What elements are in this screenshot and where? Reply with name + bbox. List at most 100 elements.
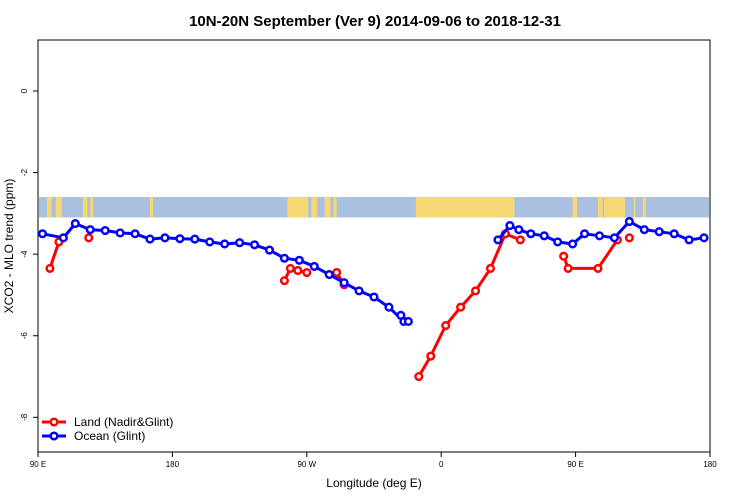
data-point	[485, 263, 496, 273]
data-point	[563, 263, 573, 273]
data-point	[514, 225, 524, 235]
chart-title: 10N-20N September (Ver 9) 2014-09-06 to …	[189, 13, 561, 30]
data-point	[354, 286, 364, 296]
legend-label: Ocean (Glint)	[74, 429, 145, 443]
data-point	[699, 233, 709, 243]
legend-marker	[49, 417, 59, 427]
data-point	[515, 235, 525, 245]
data-point	[654, 227, 664, 237]
legend-marker	[49, 431, 59, 441]
data-point	[414, 371, 424, 382]
data-point	[309, 261, 319, 271]
series-line	[562, 239, 619, 270]
y-axis: 0 -2 -4 -6 -8	[20, 88, 38, 421]
data-point	[302, 267, 312, 278]
data-point	[220, 239, 230, 249]
y-tick-label: -2	[20, 168, 29, 176]
data-point	[493, 235, 503, 245]
data-point	[160, 233, 170, 243]
data-point	[669, 229, 679, 239]
map-land-segment	[287, 197, 309, 218]
data-point	[293, 265, 303, 276]
map-land-segment	[90, 197, 94, 218]
map-land-segment	[642, 197, 646, 218]
series-line	[48, 241, 61, 269]
data-point	[285, 263, 295, 273]
map-land-segment	[311, 197, 318, 218]
data-point	[45, 263, 55, 273]
data-point	[249, 240, 260, 250]
data-point	[205, 237, 215, 247]
data-point	[85, 225, 95, 235]
data-point	[279, 276, 289, 286]
data-point	[593, 263, 603, 273]
data-point	[384, 302, 394, 312]
data-point	[37, 229, 48, 239]
plot-frame	[37, 39, 711, 453]
data-point	[526, 229, 536, 239]
data-point	[624, 216, 634, 227]
map-land-segment	[82, 197, 88, 218]
map-land-segment	[603, 197, 625, 218]
data-point	[264, 245, 275, 255]
data-point	[505, 221, 515, 231]
data-point	[235, 238, 245, 248]
data-point	[324, 270, 334, 280]
data-point	[339, 278, 349, 288]
data-point	[539, 231, 549, 241]
data-point	[190, 234, 200, 244]
x-tick-label: 90 W	[297, 460, 316, 469]
series-line	[496, 220, 705, 246]
data-point	[684, 235, 694, 245]
x-tick-label: 90 E	[567, 460, 583, 469]
data-point	[369, 292, 379, 302]
series-land	[45, 229, 634, 382]
y-tick-label: -4	[20, 250, 29, 258]
data-point	[115, 228, 125, 238]
y-tick-label: -6	[20, 332, 29, 340]
data-point	[279, 253, 289, 263]
legend-label: Land (Nadir&Glint)	[74, 415, 173, 429]
x-axis-label: Longitude (deg E)	[326, 476, 421, 490]
data-point	[426, 351, 436, 361]
series-layer	[37, 216, 709, 382]
data-point	[58, 233, 68, 243]
data-point	[624, 233, 634, 243]
legend: Land (Nadir&Glint)Ocean (Glint)	[42, 415, 173, 443]
data-point	[568, 239, 578, 249]
data-point	[639, 225, 649, 235]
data-point	[609, 233, 619, 243]
data-point	[396, 310, 406, 320]
x-axis: 90 E 180 90 W 0 90 E 180	[30, 452, 717, 469]
data-point	[84, 233, 94, 243]
data-point	[580, 229, 590, 239]
map-land-segment	[572, 197, 578, 218]
map-land-segment	[633, 197, 636, 218]
data-point	[332, 267, 342, 278]
map-land-segment	[55, 197, 62, 218]
data-point	[553, 237, 563, 247]
data-point	[294, 255, 304, 265]
series-line	[417, 232, 521, 378]
data-point	[403, 316, 413, 327]
map-strip	[39, 197, 709, 218]
data-point	[175, 234, 185, 244]
data-point	[70, 219, 80, 229]
data-point	[145, 234, 155, 244]
map-land-segment	[333, 197, 337, 218]
x-tick-label: 90 E	[30, 460, 46, 469]
map-land-segment	[150, 197, 153, 218]
x-tick-label: 180	[166, 460, 180, 469]
data-point	[456, 302, 466, 312]
y-tick-label: 0	[20, 88, 29, 93]
series-line	[42, 222, 405, 323]
data-point	[441, 320, 451, 331]
map-ocean-band	[39, 197, 709, 218]
data-point	[470, 286, 481, 296]
x-tick-label: 180	[703, 460, 717, 469]
data-point	[594, 231, 605, 241]
data-point	[559, 251, 569, 261]
data-point	[100, 225, 110, 236]
map-land-segment	[46, 197, 52, 218]
